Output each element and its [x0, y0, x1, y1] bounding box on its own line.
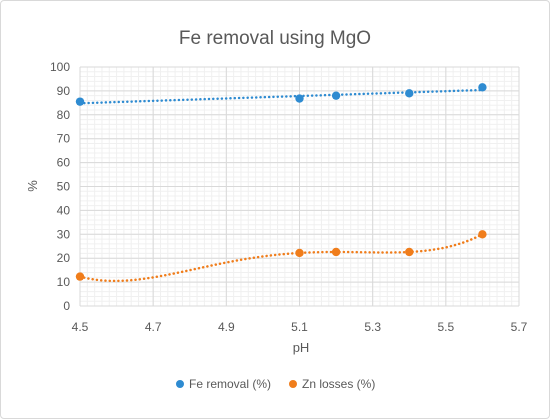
data-points: [75, 83, 487, 281]
fe-removal-point: [405, 89, 414, 98]
legend-marker-fe-removal: [176, 380, 184, 388]
x-axis-label: pH: [293, 340, 310, 355]
trendline-fe-removal: [78, 88, 484, 105]
legend: Fe removal (%) Zn losses (%): [176, 377, 375, 391]
y-tick-label: 90: [57, 84, 71, 98]
y-tick-label: 40: [57, 203, 71, 217]
x-tick-label: 5.1: [291, 320, 308, 334]
zn-losses-point: [331, 247, 341, 257]
y-tick-label: 0: [63, 299, 70, 313]
fe-removal-point: [331, 91, 341, 100]
x-tick-label: 4.7: [145, 320, 162, 334]
y-tick-label: 20: [57, 251, 71, 265]
major-gridlines: [79, 66, 520, 307]
legend-marker-zn-losses: [289, 380, 297, 388]
y-axis-label: %: [25, 180, 40, 192]
x-tick-label: 5.7: [511, 320, 528, 334]
y-tick-label: 30: [57, 227, 71, 241]
zn-losses-point: [478, 230, 487, 239]
chart-title: Fe removal using MgO: [179, 28, 371, 49]
x-tick-label: 4.5: [72, 320, 89, 334]
y-tick-label: 80: [57, 108, 71, 122]
legend-label-zn-losses: Zn losses (%): [302, 377, 375, 391]
legend-label-fe-removal: Fe removal (%): [189, 377, 271, 391]
zn-losses-point: [405, 247, 414, 257]
fe-removal-point: [75, 97, 85, 106]
x-tick-label: 5.5: [437, 320, 454, 334]
trendline-zn-losses: [78, 233, 484, 283]
y-axis-ticks: 0 10 20 30 40 50 60 70 80 90 100: [50, 60, 70, 313]
y-tick-label: 70: [57, 132, 71, 146]
y-tick-label: 10: [57, 275, 71, 289]
x-axis-ticks: 4.5 4.7 4.9 5.1 5.3 5.5 5.7: [72, 320, 528, 334]
x-tick-label: 4.9: [218, 320, 235, 334]
fe-removal-point: [478, 83, 487, 92]
y-tick-label: 100: [50, 60, 70, 74]
zn-losses-point: [295, 248, 304, 258]
fe-removal-point: [295, 94, 304, 103]
zn-losses-point: [75, 272, 85, 281]
y-tick-label: 50: [57, 180, 71, 194]
y-tick-label: 60: [57, 156, 71, 170]
x-tick-label: 5.3: [364, 320, 381, 334]
trendlines: [78, 88, 484, 283]
